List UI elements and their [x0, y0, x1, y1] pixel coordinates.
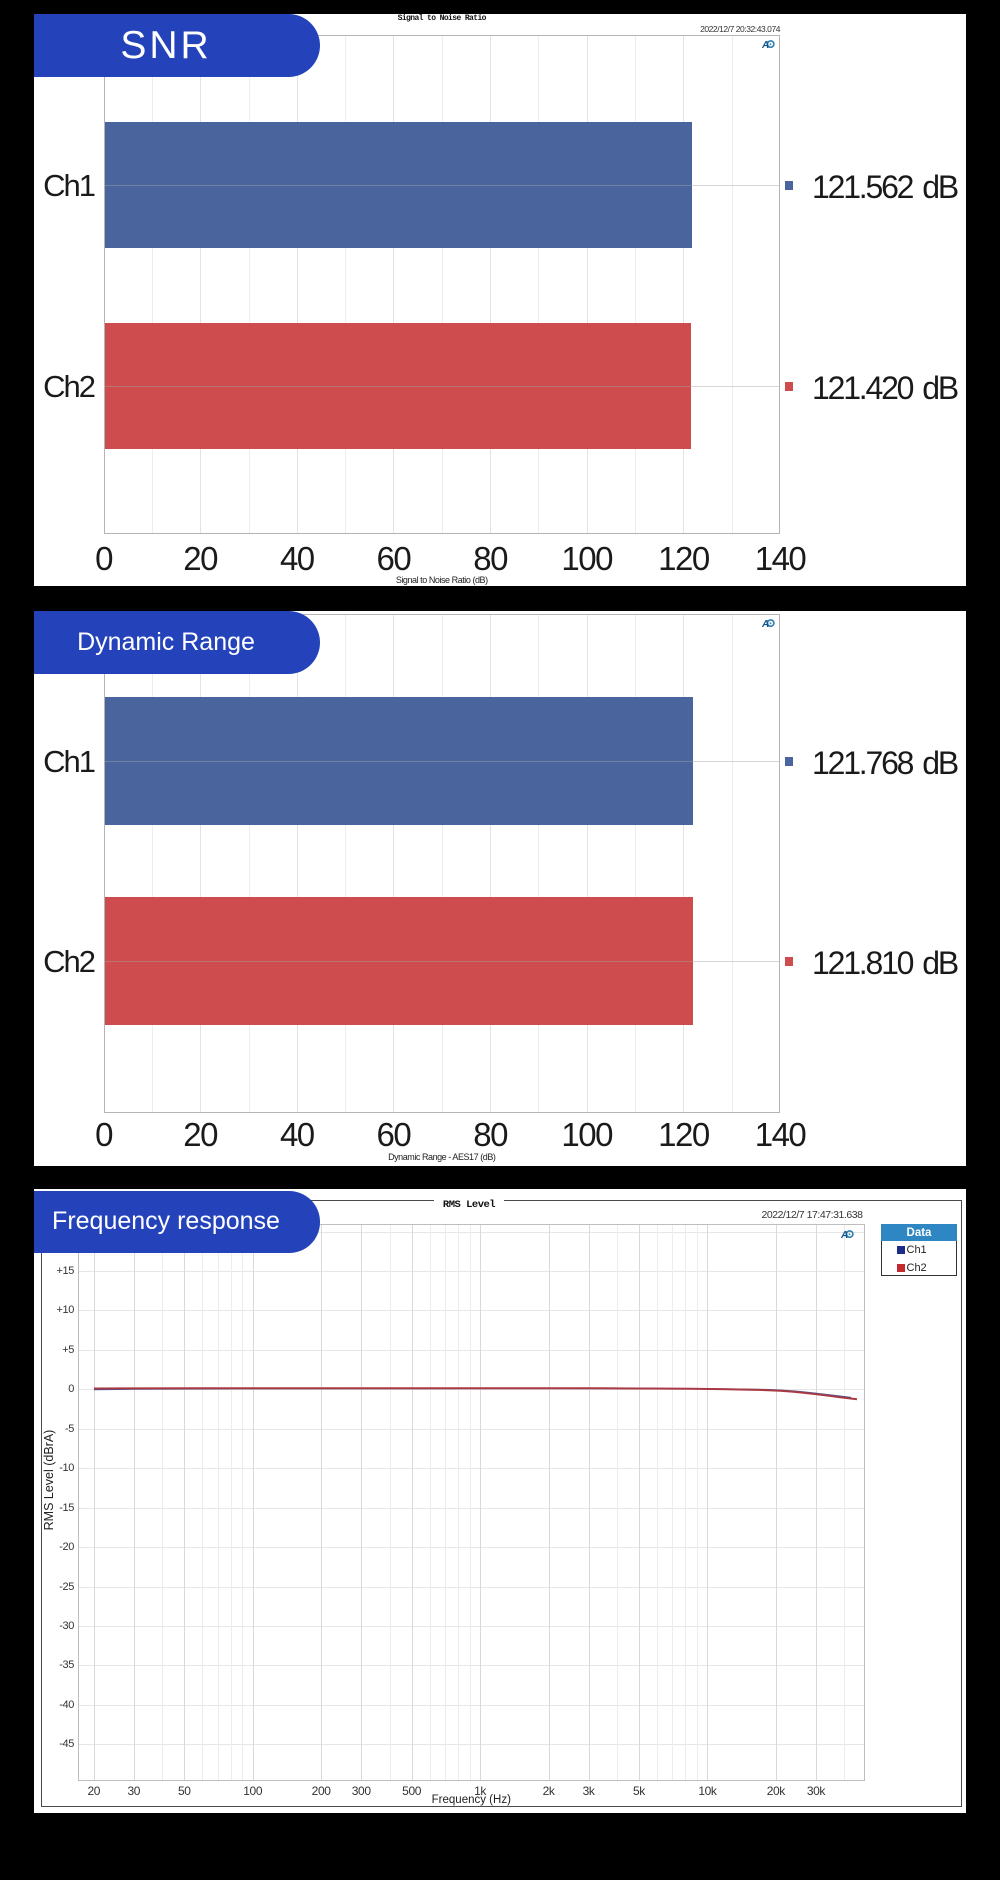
- svg-text:A: A: [762, 619, 769, 628]
- svg-text:A: A: [841, 1230, 848, 1239]
- svg-text:A: A: [762, 40, 769, 49]
